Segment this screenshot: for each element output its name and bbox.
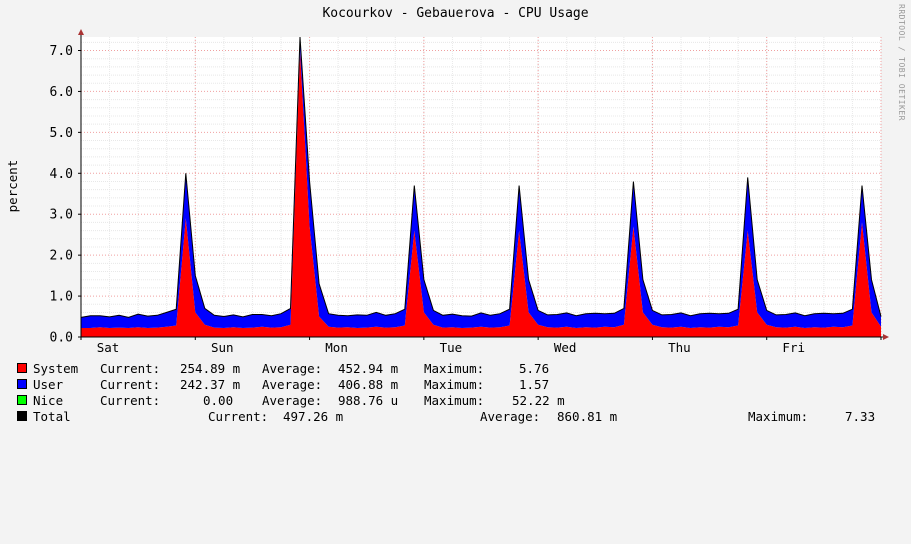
y-axis-arrow — [78, 29, 84, 35]
legend-maximum-label: Maximum: — [424, 377, 485, 392]
y-tick-label: 7.0 — [50, 44, 73, 59]
legend-row-system: System Current: 254.89 m Average: 452.94… — [0, 361, 549, 377]
y-tick-label: 2.0 — [50, 249, 73, 264]
system-swatch — [17, 363, 27, 373]
legend-current-value: 0.00 — [203, 393, 234, 408]
legend-average-value: 988.76 u — [338, 393, 399, 408]
axes — [78, 29, 889, 340]
x-tick-label: Thu — [668, 340, 691, 355]
user-swatch — [17, 379, 27, 389]
rrdtool-credit: RRDTOOL / TOBI OETIKER — [897, 4, 906, 121]
legend-average-label: Average: — [262, 361, 323, 376]
x-tick-label: Sun — [211, 340, 234, 355]
chart-title: Kocourkov - Gebauerova - CPU Usage — [322, 6, 589, 21]
legend-maximum-value: 7.33 — [845, 409, 876, 424]
y-tick-label: 1.0 — [50, 290, 73, 305]
y-tick-label: 0.0 — [50, 331, 73, 346]
legend-current-value: 242.37 m — [180, 377, 241, 392]
legend-current-value: 254.89 m — [180, 361, 241, 376]
legend-average-value: 860.81 m — [557, 409, 618, 424]
x-tick-label: Mon — [325, 340, 348, 355]
legend-row-user: User Current: 242.37 m Average: 406.88 m… — [0, 377, 549, 393]
cpu-usage-chart: 0.0 1.0 2.0 3.0 4.0 5.0 6.0 7.0 Sat Sun Mon Tue Wed… — [5, 29, 889, 355]
legend-name: Total — [33, 409, 71, 424]
data-areas — [80, 36, 882, 337]
series-line-total — [80, 36, 882, 318]
legend-maximum-value: 52.22 m — [512, 393, 565, 408]
x-tick-label: Wed — [554, 340, 577, 355]
x-tick-label: Sat — [97, 340, 120, 355]
legend-current-label: Current: — [100, 361, 161, 376]
legend-maximum-label: Maximum: — [424, 361, 485, 376]
legend-current-label: Current: — [208, 409, 269, 424]
y-tick-label: 4.0 — [50, 167, 73, 182]
y-tick-label: 5.0 — [50, 126, 73, 141]
y-tick-labels: 0.0 1.0 2.0 3.0 4.0 5.0 6.0 7.0 — [50, 44, 81, 346]
legend-average-value: 452.94 m — [338, 361, 399, 376]
legend-current-label: Current: — [100, 377, 161, 392]
y-axis-label: percent — [5, 160, 20, 213]
legend-current-value: 497.26 m — [283, 409, 344, 424]
y-tick-label: 6.0 — [50, 85, 73, 100]
legend-maximum-value: 1.57 — [519, 377, 550, 392]
legend-maximum-value: 5.76 — [519, 361, 550, 376]
legend-row-total: Total Current: 497.26 m Average: 860.81 … — [0, 409, 875, 425]
y-tick-label: 3.0 — [50, 208, 73, 223]
x-tick-label: Tue — [440, 340, 463, 355]
legend-maximum-label: Maximum: — [424, 393, 485, 408]
legend-name: System — [33, 361, 79, 376]
nice-swatch — [17, 395, 27, 405]
x-axis-arrow — [883, 334, 889, 340]
legend-average-label: Average: — [262, 377, 323, 392]
total-swatch — [17, 411, 27, 421]
x-tick-label: Fri — [782, 340, 805, 355]
legend-average-label: Average: — [480, 409, 541, 424]
legend-name: Nice — [33, 393, 64, 408]
legend-row-nice: Nice Current: 0.00 Average: 988.76 u Max… — [0, 393, 565, 409]
legend-average-value: 406.88 m — [338, 377, 399, 392]
legend-current-label: Current: — [100, 393, 161, 408]
x-tick-labels: Sat Sun Mon Tue Wed Thu Fri — [97, 337, 882, 355]
legend-name: User — [33, 377, 64, 392]
legend-maximum-label: Maximum: — [748, 409, 809, 424]
legend-average-label: Average: — [262, 393, 323, 408]
